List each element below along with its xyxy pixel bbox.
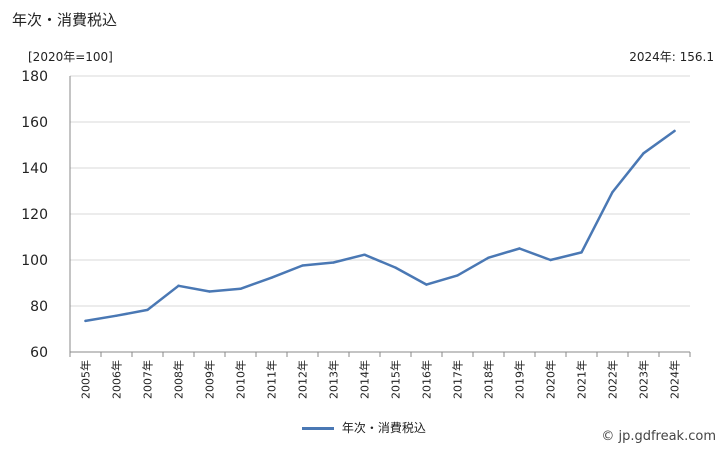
x-tick-label: 2015年: [389, 360, 403, 399]
x-tick-label: 2024年: [668, 360, 682, 399]
legend-label: 年次・消費税込: [341, 421, 426, 435]
data-point: [146, 308, 149, 312]
data-point: [611, 190, 614, 194]
y-tick-label: 80: [30, 299, 48, 315]
latest-value-label: 2024年: 156.1: [629, 50, 714, 64]
unit-label: [2020年=100]: [28, 50, 113, 64]
x-tick-label: 2021年: [575, 360, 589, 399]
data-point: [518, 247, 521, 250]
y-tick-label: 120: [21, 207, 48, 223]
legend: 年次・消費税込: [0, 419, 728, 436]
data-point: [425, 283, 428, 286]
x-tick-label: 2008年: [172, 360, 186, 399]
data-point: [115, 314, 118, 317]
y-tick-labels: 60 80 100 120 140 160 180: [21, 69, 48, 361]
x-tick-label: 2018年: [482, 360, 496, 399]
data-point: [84, 319, 87, 323]
x-tick-label: 2010年: [234, 360, 248, 399]
data-point: [239, 287, 242, 290]
y-tick-label: 100: [21, 253, 48, 269]
x-tick-label: 2022年: [606, 360, 620, 399]
x-tick-label: 2019年: [513, 360, 527, 399]
data-point: [177, 284, 180, 287]
x-tick-label: 2020年: [544, 360, 558, 399]
x-tick-label: 2014年: [358, 360, 372, 399]
data-point: [642, 152, 645, 155]
x-tick-label: 2011年: [265, 360, 279, 399]
x-tick-label: 2012年: [296, 360, 310, 399]
data-point: [270, 276, 273, 279]
data-point: [301, 264, 304, 267]
axes: [69, 76, 691, 357]
data-point: [487, 256, 490, 259]
data-point: [332, 261, 335, 264]
x-tick-label: 2016年: [420, 360, 434, 399]
x-tick-label: 2005年: [79, 360, 93, 399]
source-credit: © jp.gdfreak.com: [601, 429, 716, 444]
legend-line-swatch: [302, 427, 335, 430]
chart-title: 年次・消費税込: [12, 11, 118, 29]
data-point: [456, 274, 459, 277]
data-point: [363, 253, 366, 256]
x-tick-label: 2013年: [327, 360, 341, 399]
y-tick-label: 180: [21, 69, 48, 85]
x-tick-labels: 2005年 2006年 2007年 2008年 2009年 2010年 2011年 2012年…: [79, 360, 682, 399]
y-tick-label: 160: [21, 115, 48, 131]
data-point: [580, 251, 583, 254]
data-point: [549, 258, 552, 262]
grid-lines: [70, 75, 690, 353]
x-tick-label: 2023年: [637, 360, 651, 399]
x-tick-label: 2006年: [110, 360, 124, 399]
y-tick-label: 60: [30, 345, 48, 361]
series-line: [84, 129, 676, 323]
x-tick-label: 2009年: [203, 360, 217, 399]
y-tick-label: 140: [21, 161, 48, 177]
data-point: [208, 290, 211, 293]
x-tick-label: 2007年: [141, 360, 155, 399]
data-point: [673, 129, 676, 133]
x-tick-label: 2017年: [451, 360, 465, 399]
series-lines: [84, 129, 676, 323]
data-point: [394, 266, 397, 269]
